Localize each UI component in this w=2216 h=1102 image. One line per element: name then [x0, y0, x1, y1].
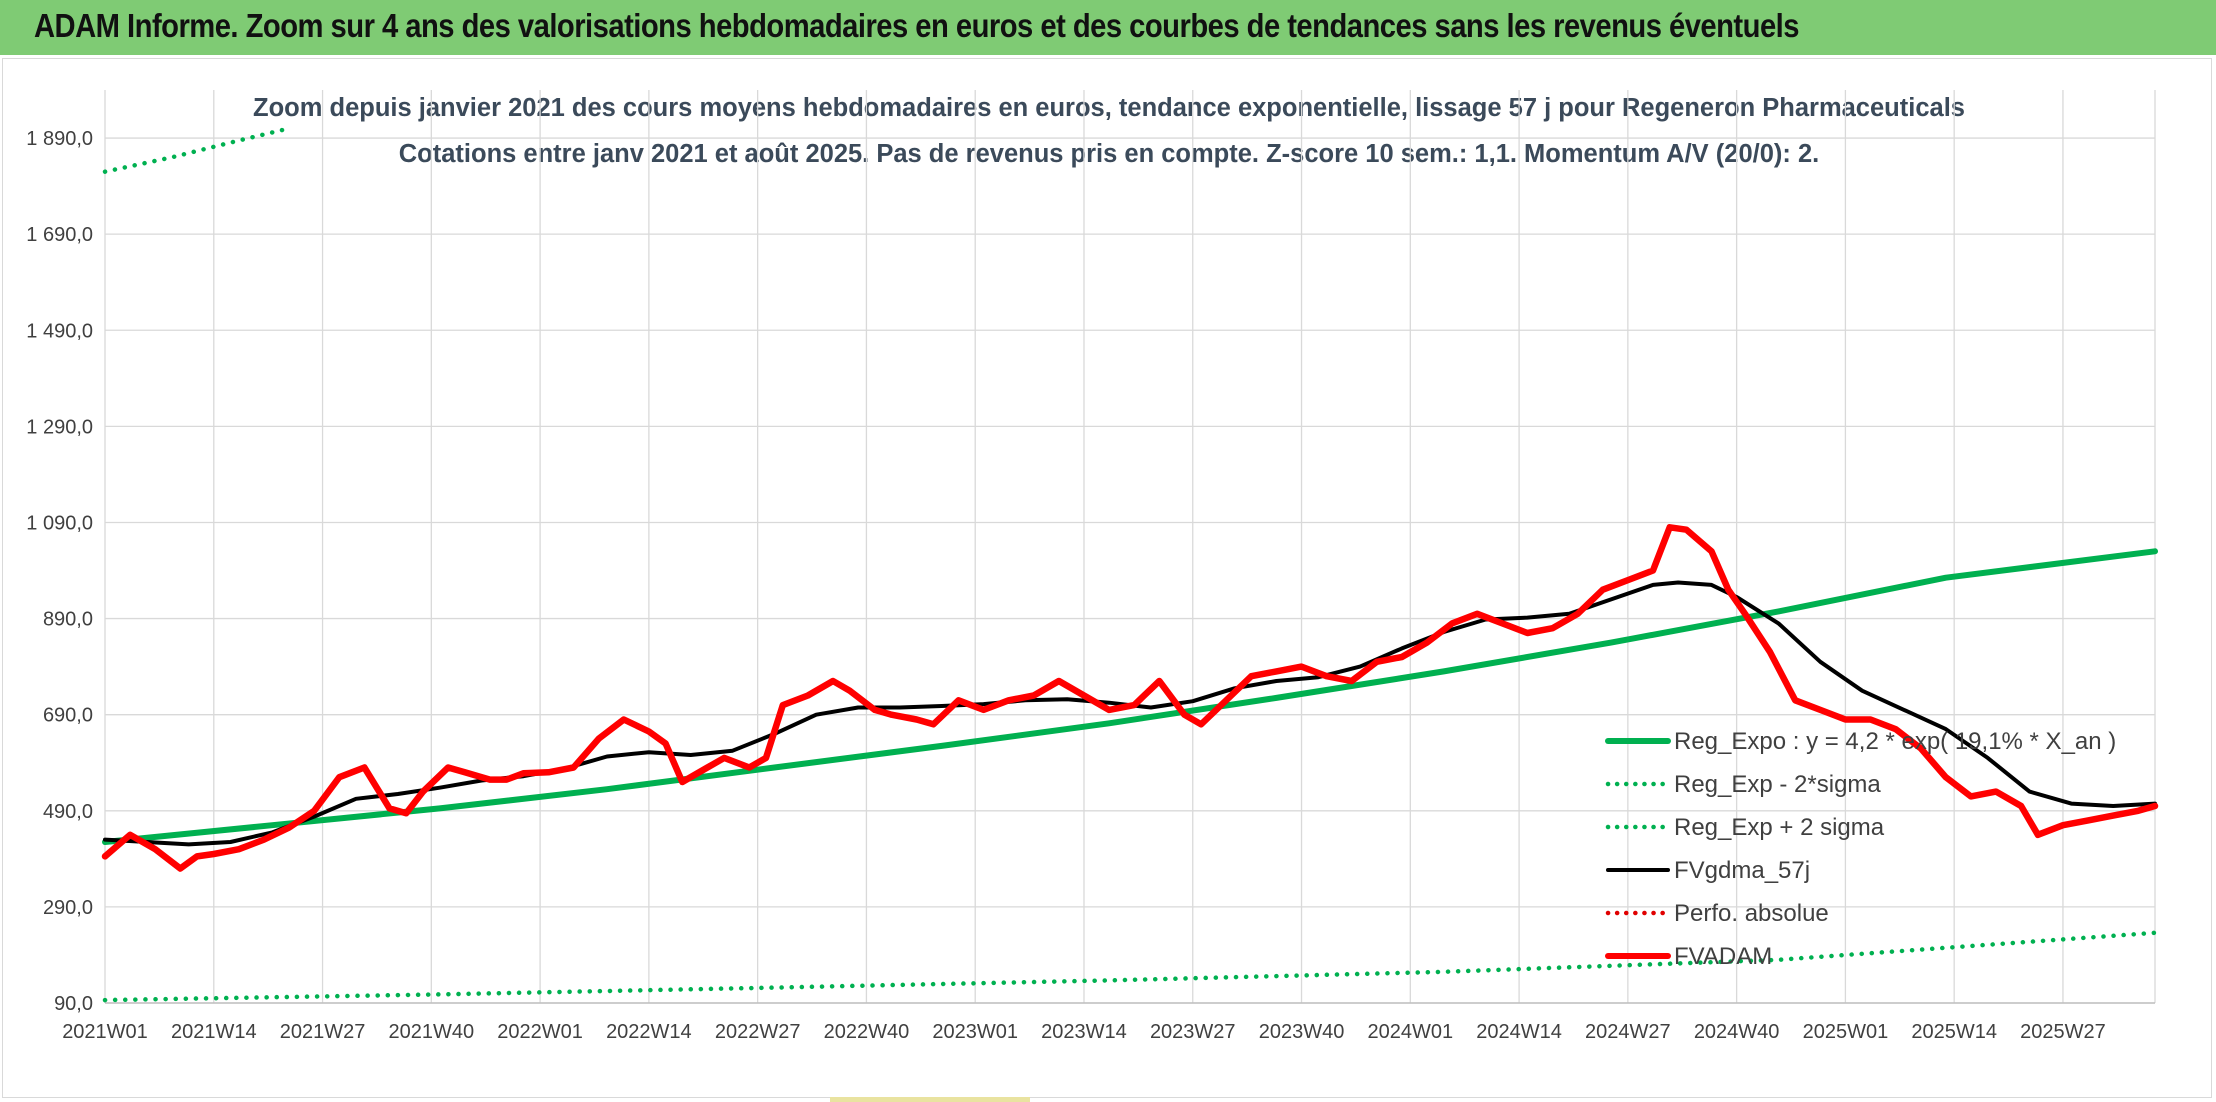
x-tick-label: 2025W27	[2020, 1021, 2106, 1043]
y-tick-label: 890,0	[43, 609, 93, 631]
y-tick-label: 90,0	[54, 993, 93, 1015]
y-tick-label: 690,0	[43, 705, 93, 727]
series-line-3	[103, 580, 2157, 847]
x-tick-label: 2024W27	[1585, 1021, 1671, 1043]
x-tick-label: 2023W01	[932, 1021, 1018, 1043]
x-tick-label: 2022W27	[715, 1021, 801, 1043]
legend-label: Reg_Exp + 2 sigma	[1674, 814, 1885, 841]
chart-subtitle: Cotations entre janv 2021 et août 2025. …	[399, 140, 1819, 168]
series-line-0	[102, 548, 2158, 845]
y-tick-label: 1 490,0	[26, 320, 93, 342]
chart-frame	[2, 58, 2212, 1098]
x-tick-label: 2022W14	[606, 1021, 692, 1043]
y-tick-label: 1 690,0	[26, 224, 93, 246]
legend-label: Reg_Exp - 2*sigma	[1674, 771, 1881, 798]
series-line-2	[102, 126, 292, 174]
x-tick-label: 2021W27	[280, 1021, 366, 1043]
legend-label: FVgdma_57j	[1674, 857, 1810, 884]
x-tick-label: 2022W01	[497, 1021, 583, 1043]
x-tick-label: 2025W01	[1803, 1021, 1889, 1043]
x-tick-label: 2022W40	[824, 1021, 910, 1043]
x-tick-label: 2021W01	[62, 1021, 148, 1043]
chart-title: Zoom depuis janvier 2021 des cours moyen…	[253, 94, 1965, 122]
series-lines	[101, 126, 2159, 1003]
x-tick-label: 2025W14	[1911, 1021, 1997, 1043]
x-tick-label: 2021W14	[171, 1021, 257, 1043]
report-title: ADAM Informe. Zoom sur 4 ans des valoris…	[34, 7, 1799, 44]
gridlines	[104, 90, 2156, 1004]
x-tick-label: 2024W40	[1694, 1021, 1780, 1043]
y-tick-label: 1 290,0	[26, 416, 93, 438]
x-tick-label: 2023W27	[1150, 1021, 1236, 1043]
series-line-1	[102, 930, 2158, 1003]
x-tick-label: 2023W40	[1259, 1021, 1345, 1043]
y-axis: 90,0 290,0 490,0 690,0 890,0 1 090,0 1 290,0 1 …	[26, 128, 93, 1015]
series-line-5	[101, 524, 2159, 872]
y-tick-label: 490,0	[43, 801, 93, 823]
x-tick-label: 2021W40	[389, 1021, 475, 1043]
chart-legend: Reg_Expo : y = 4,2 * exp( 19,1% * X_an )…	[1605, 728, 2116, 970]
legend-label: FVADAM	[1674, 943, 1772, 970]
y-tick-label: 1 090,0	[26, 512, 93, 534]
legend-label: Reg_Expo : y = 4,2 * exp( 19,1% * X_an )	[1674, 728, 2116, 755]
footer-accent	[830, 1097, 1030, 1102]
x-tick-label: 2024W14	[1476, 1021, 1562, 1043]
x-axis: 2021W01 2021W14 2021W27 2021W40 2022W01 2022W…	[62, 1002, 2155, 1043]
report-banner: ADAM Informe. Zoom sur 4 ans des valoris…	[0, 0, 2216, 58]
y-tick-label: 290,0	[43, 897, 93, 919]
legend-label: Perfo. absolue	[1674, 900, 1829, 927]
x-tick-label: 2023W14	[1041, 1021, 1127, 1043]
y-tick-label: 1 890,0	[26, 128, 93, 150]
x-tick-label: 2024W01	[1367, 1021, 1453, 1043]
